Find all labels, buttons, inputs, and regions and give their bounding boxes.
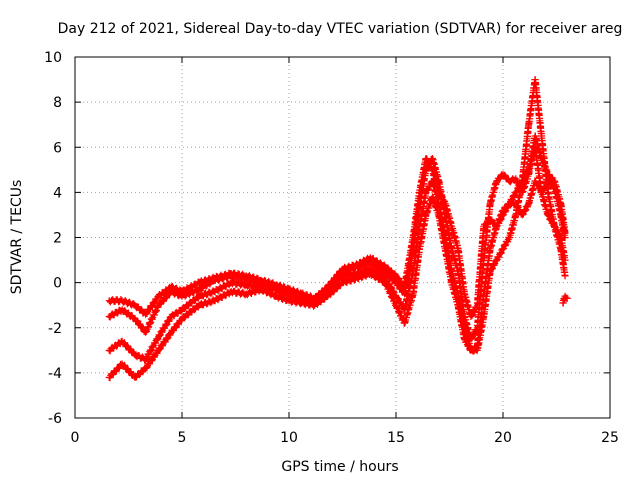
series-trace-3 [105,76,569,382]
y-tick-label: -4 [48,366,62,382]
y-tick-label: 4 [53,185,62,201]
x-tick-label: 20 [494,430,512,446]
grid-lines [75,57,610,418]
y-tick-label: -6 [48,411,62,427]
series-markers [105,155,569,320]
y-tick-label: -2 [48,321,62,337]
y-tick-label: 8 [53,95,62,111]
x-axis-label: GPS time / hours [281,459,398,475]
y-axis-label: SDTVAR / TECUs [9,180,25,295]
x-tick-label: 15 [387,430,405,446]
series-markers [105,76,569,382]
x-tick-label: 25 [601,430,619,446]
chart-title: Day 212 of 2021, Sidereal Day-to-day VTE… [58,21,623,37]
data-series [105,76,571,382]
series-markers [559,292,571,307]
x-tick-label: 0 [71,430,80,446]
series-trace-4 [105,155,569,320]
x-tick-label: 10 [280,430,298,446]
y-tick-label: 6 [53,140,62,156]
series-tail [559,292,571,307]
y-tick-label: 10 [44,50,62,66]
y-tick-label: 0 [53,276,62,292]
x-tick-label: 5 [178,430,187,446]
axis-ticks: 0 5 10 15 20 25 -6 -4 -2 0 2 4 6 8 10 [44,50,619,446]
y-tick-label: 2 [53,231,62,247]
